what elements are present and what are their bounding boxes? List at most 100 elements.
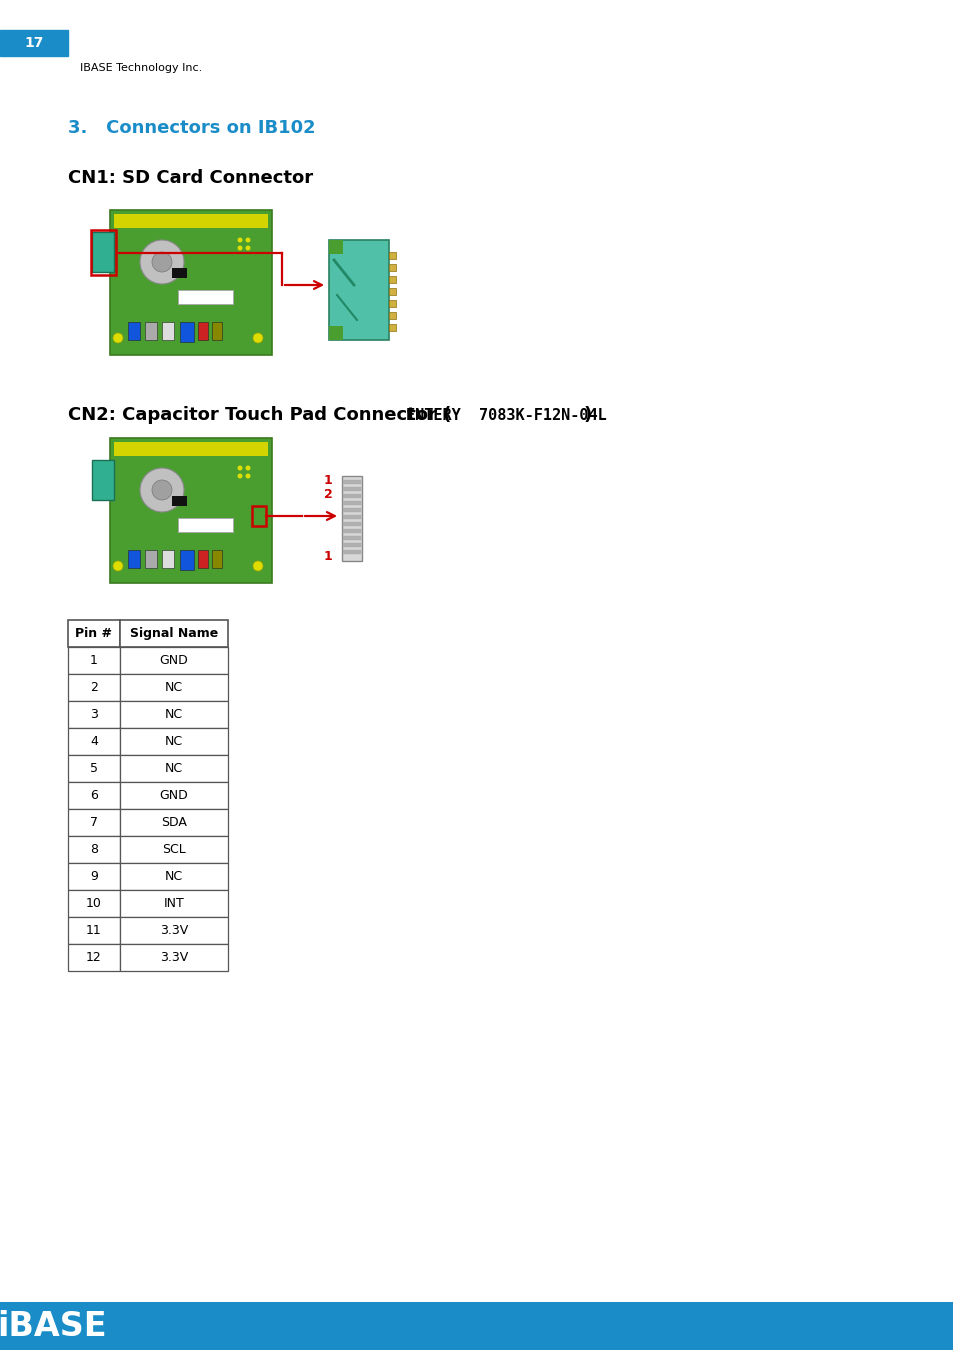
- Bar: [68, 647, 120, 674]
- Text: 3.3V: 3.3V: [160, 950, 188, 964]
- Text: INT: INT: [164, 896, 184, 910]
- Bar: [120, 809, 228, 836]
- Text: 17: 17: [24, 36, 44, 50]
- Bar: [68, 944, 120, 971]
- Circle shape: [245, 238, 251, 243]
- Circle shape: [253, 333, 263, 343]
- Bar: [329, 240, 389, 340]
- Bar: [212, 323, 222, 340]
- Circle shape: [245, 474, 251, 478]
- Circle shape: [237, 474, 242, 478]
- Bar: [252, 506, 266, 526]
- Bar: [329, 240, 343, 254]
- Text: 9: 9: [90, 869, 98, 883]
- Bar: [91, 230, 116, 275]
- Bar: [120, 863, 228, 890]
- Bar: [341, 477, 361, 562]
- Bar: [343, 487, 360, 491]
- Bar: [68, 863, 120, 890]
- Bar: [91, 232, 113, 271]
- Text: SCL: SCL: [162, 842, 186, 856]
- Bar: [343, 481, 360, 485]
- Bar: [343, 508, 360, 512]
- Text: CN1: SD Card Connector: CN1: SD Card Connector: [68, 169, 313, 188]
- Bar: [145, 549, 157, 568]
- Text: CN2: Capacitor Touch Pad Connector (: CN2: Capacitor Touch Pad Connector (: [68, 406, 451, 424]
- Text: 5: 5: [90, 761, 98, 775]
- Bar: [172, 495, 187, 506]
- Text: iBASE: iBASE: [0, 1310, 107, 1342]
- Bar: [172, 269, 187, 278]
- Bar: [120, 782, 228, 809]
- Bar: [113, 215, 268, 228]
- Bar: [68, 674, 120, 701]
- Circle shape: [237, 238, 242, 243]
- Circle shape: [237, 246, 242, 251]
- Bar: [389, 300, 395, 306]
- Bar: [389, 252, 395, 259]
- Bar: [120, 917, 228, 944]
- Text: 10: 10: [86, 896, 102, 910]
- Bar: [343, 549, 360, 553]
- Text: 3: 3: [90, 707, 98, 721]
- Text: ENTERY  7083K-F12N-04L: ENTERY 7083K-F12N-04L: [406, 408, 606, 423]
- Circle shape: [112, 333, 123, 343]
- Bar: [68, 755, 120, 782]
- Bar: [389, 265, 395, 271]
- Text: 1: 1: [90, 653, 98, 667]
- Bar: [128, 549, 140, 568]
- Bar: [343, 494, 360, 498]
- Bar: [343, 514, 360, 518]
- Bar: [120, 755, 228, 782]
- Text: GND: GND: [159, 788, 188, 802]
- Bar: [0, 1301, 953, 1350]
- Bar: [145, 323, 157, 340]
- Bar: [110, 437, 272, 583]
- Bar: [68, 890, 120, 917]
- Bar: [120, 620, 228, 647]
- Bar: [113, 441, 268, 456]
- Circle shape: [253, 562, 263, 571]
- Text: 8: 8: [90, 842, 98, 856]
- Bar: [343, 522, 360, 526]
- Bar: [68, 728, 120, 755]
- Bar: [198, 323, 208, 340]
- Bar: [180, 549, 193, 570]
- Bar: [389, 312, 395, 319]
- Text: SDA: SDA: [161, 815, 187, 829]
- Circle shape: [152, 252, 172, 271]
- Bar: [343, 501, 360, 505]
- Text: Pin #: Pin #: [75, 626, 112, 640]
- Bar: [68, 836, 120, 863]
- Circle shape: [112, 562, 123, 571]
- Text: 1: 1: [323, 551, 332, 563]
- Bar: [120, 647, 228, 674]
- Text: Signal Name: Signal Name: [130, 626, 218, 640]
- Text: 11: 11: [86, 923, 102, 937]
- Bar: [68, 782, 120, 809]
- Bar: [389, 275, 395, 284]
- Bar: [178, 518, 233, 532]
- Bar: [68, 620, 120, 647]
- Bar: [91, 460, 113, 500]
- Text: IBASE Technology Inc.: IBASE Technology Inc.: [80, 63, 202, 73]
- Text: 7: 7: [90, 815, 98, 829]
- Bar: [68, 809, 120, 836]
- Bar: [389, 288, 395, 296]
- Bar: [0, 30, 68, 55]
- Circle shape: [245, 246, 251, 251]
- Circle shape: [245, 466, 251, 471]
- Bar: [120, 701, 228, 728]
- Bar: [343, 536, 360, 540]
- Bar: [180, 323, 193, 342]
- Text: NC: NC: [165, 707, 183, 721]
- Bar: [198, 549, 208, 568]
- Bar: [212, 549, 222, 568]
- Circle shape: [152, 481, 172, 500]
- Text: NC: NC: [165, 761, 183, 775]
- Bar: [120, 728, 228, 755]
- Text: NC: NC: [165, 680, 183, 694]
- Bar: [162, 323, 173, 340]
- Bar: [68, 917, 120, 944]
- Bar: [128, 323, 140, 340]
